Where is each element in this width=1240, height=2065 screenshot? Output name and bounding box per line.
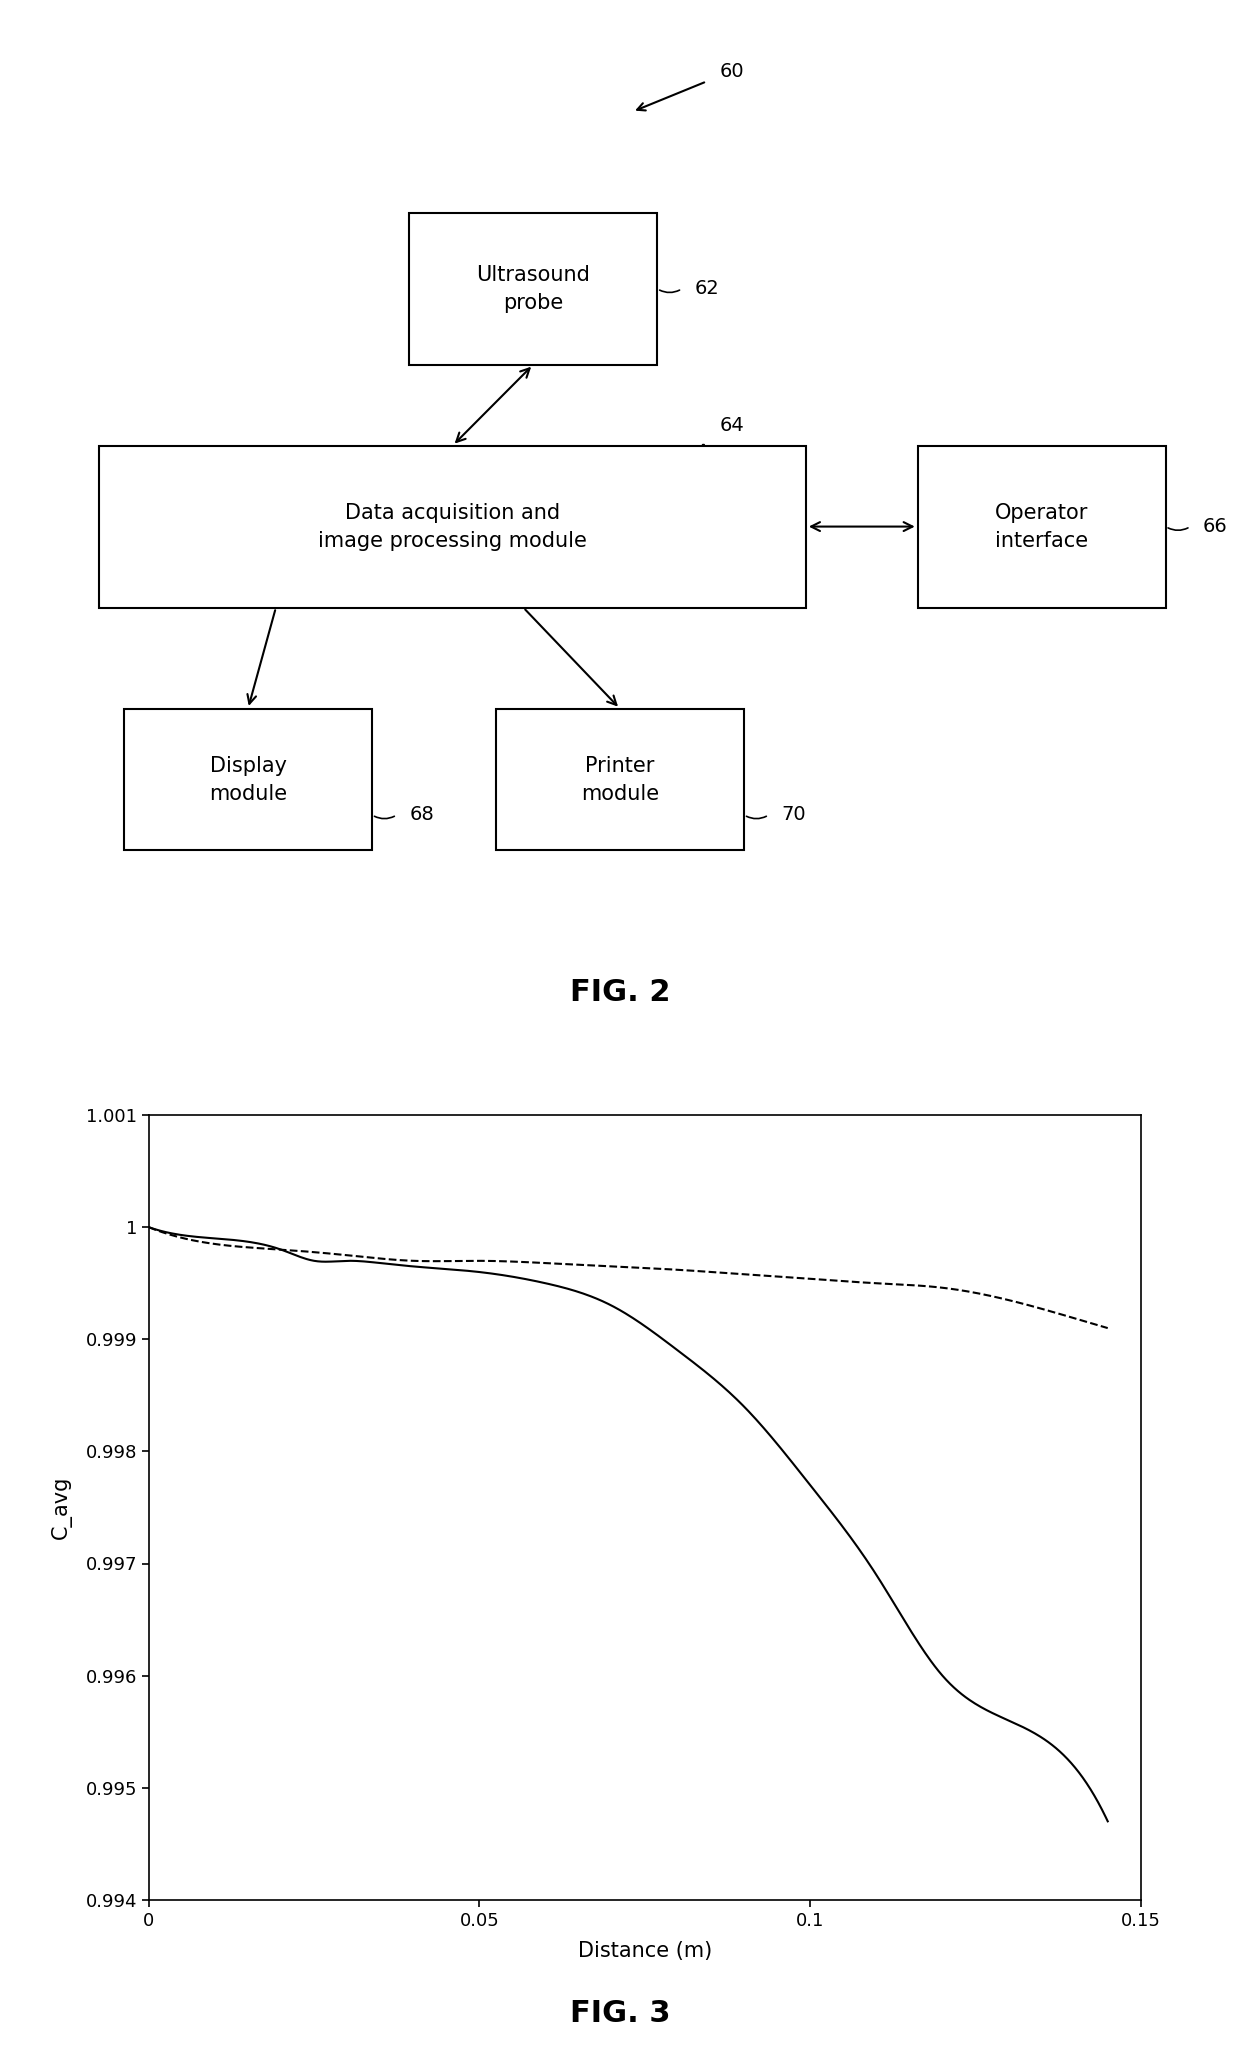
Text: Display
module: Display module [208, 756, 288, 803]
Text: Data acquisition and
image processing module: Data acquisition and image processing mo… [319, 502, 587, 551]
Text: FIG. 2: FIG. 2 [569, 977, 671, 1006]
Bar [99, 446, 806, 607]
Bar [496, 708, 744, 851]
Text: 60: 60 [719, 62, 744, 81]
Bar [124, 708, 372, 851]
Y-axis label: C_avg: C_avg [51, 1476, 72, 1538]
Bar [918, 446, 1166, 607]
X-axis label: Distance (m): Distance (m) [578, 1941, 712, 1960]
Text: 70: 70 [781, 805, 806, 824]
Text: Q=500 ml/min: Q=500 ml/min [754, 1117, 885, 1136]
Text: 66: 66 [1203, 516, 1228, 537]
Text: FIG. 3: FIG. 3 [569, 1999, 671, 2028]
Text: Printer
module: Printer module [580, 756, 660, 803]
Text: 64: 64 [719, 415, 744, 436]
Bar [409, 213, 657, 366]
Text: Operator
interface: Operator interface [994, 502, 1089, 551]
Text: Q=200 ml/min: Q=200 ml/min [754, 1198, 885, 1216]
Text: Ultrasound
probe: Ultrasound probe [476, 264, 590, 312]
Text: 68: 68 [409, 805, 434, 824]
Text: 62: 62 [694, 279, 719, 297]
